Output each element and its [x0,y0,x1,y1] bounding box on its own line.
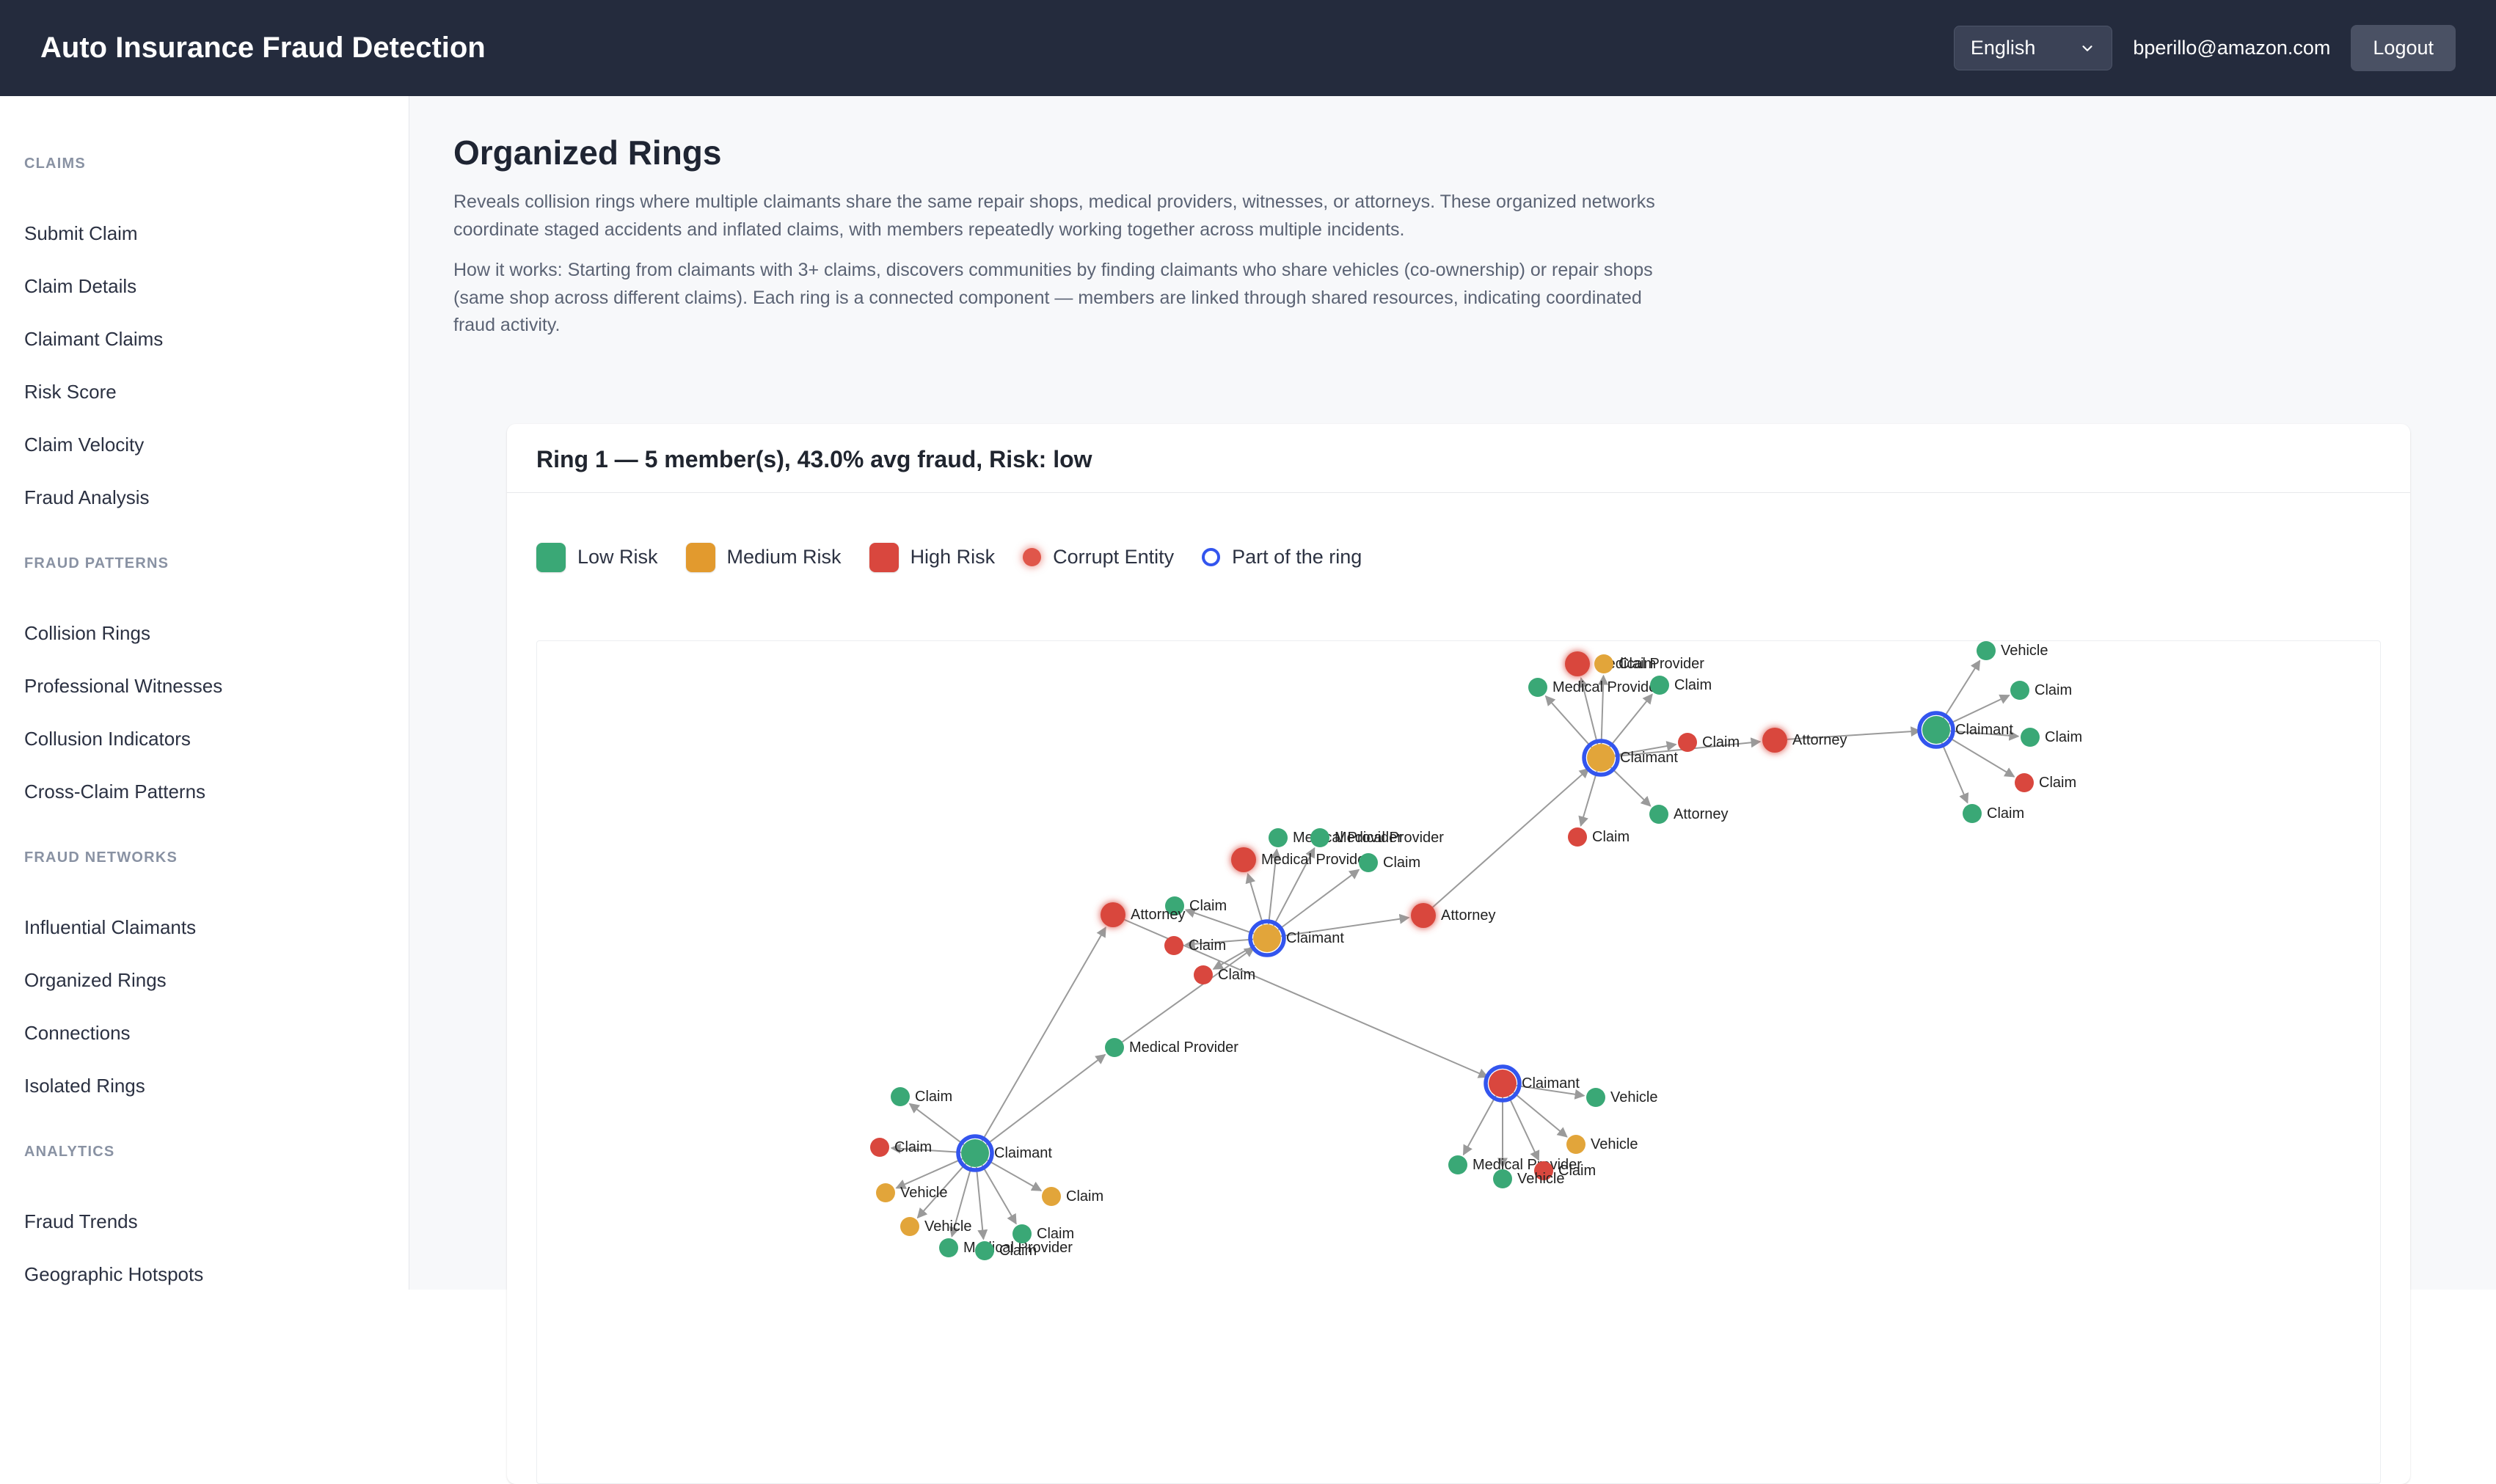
svg-text:Claim: Claim [2045,729,2082,745]
svg-text:Claimant: Claimant [1620,750,1678,766]
svg-text:Claim: Claim [1383,855,1420,871]
svg-text:Medical Provider: Medical Provider [1129,1039,1238,1056]
svg-text:Claim: Claim [1189,937,1226,954]
svg-text:Vehicle: Vehicle [900,1185,948,1201]
svg-text:Vehicle: Vehicle [2001,643,2048,659]
svg-text:Attorney: Attorney [1674,806,1728,822]
svg-text:Attorney: Attorney [1792,732,1847,748]
svg-text:Vehicle: Vehicle [1610,1089,1658,1105]
svg-text:Medical Provider: Medical Provider [1552,679,1662,695]
svg-text:Claim: Claim [1189,898,1227,914]
svg-text:Medical Provider: Medical Provider [1261,852,1371,868]
svg-text:Claim: Claim [1987,805,2024,822]
svg-text:Claim: Claim [2035,682,2072,698]
svg-text:Claim: Claim [1037,1226,1074,1242]
svg-text:Claim: Claim [1066,1188,1103,1205]
svg-text:Claimant: Claimant [1522,1075,1580,1092]
svg-text:Vehicle: Vehicle [924,1218,972,1235]
svg-text:Claim: Claim [999,1243,1037,1259]
svg-text:Medical Provider: Medical Provider [1335,830,1444,846]
svg-text:Claimant: Claimant [1286,930,1344,946]
svg-text:Vehicle: Vehicle [1591,1136,1638,1152]
svg-text:Claimant: Claimant [1955,722,2013,738]
svg-text:Attorney: Attorney [1131,907,1185,923]
svg-text:Attorney: Attorney [1441,907,1495,924]
svg-text:Vehicle: Vehicle [1517,1171,1565,1187]
svg-text:Claim: Claim [1218,967,1255,983]
svg-text:Claim: Claim [894,1139,932,1155]
svg-text:Claim: Claim [1702,734,1740,750]
svg-text:Claimant: Claimant [994,1145,1052,1161]
svg-text:Claim: Claim [1592,829,1630,845]
svg-text:Claim: Claim [1674,677,1712,693]
svg-text:Claim: Claim [1619,656,1656,672]
svg-text:Claim: Claim [915,1089,952,1105]
svg-text:Claim: Claim [2039,775,2076,791]
